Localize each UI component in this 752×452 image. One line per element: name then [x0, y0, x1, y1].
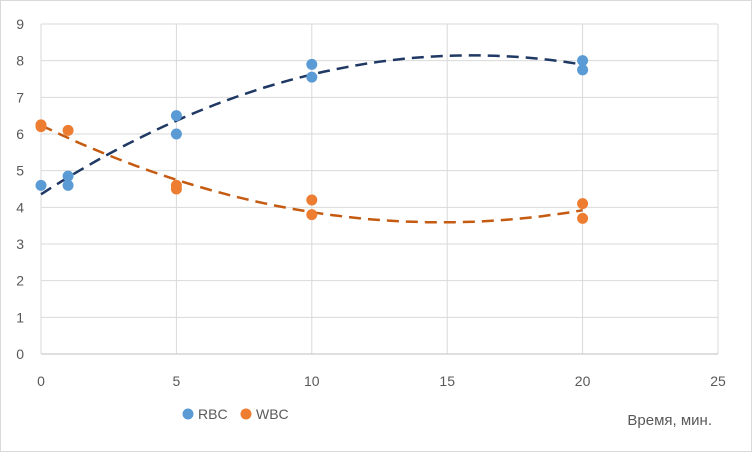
data-points — [35, 55, 589, 224]
point-rbc — [577, 64, 589, 76]
axes — [40, 24, 718, 355]
point-wbc — [35, 119, 47, 131]
y-tick-label: 1 — [16, 309, 24, 325]
point-wbc — [170, 179, 182, 191]
legend-label-wbc: WBC — [256, 406, 289, 422]
x-tick-label: 10 — [304, 373, 320, 389]
point-rbc — [306, 58, 318, 70]
point-wbc — [577, 198, 589, 210]
x-axis-label: Время, мин. — [627, 412, 712, 429]
y-tick-label: 7 — [16, 89, 24, 105]
trendline-rbc — [40, 54, 583, 196]
point-rbc — [62, 179, 74, 191]
point-rbc — [170, 128, 182, 140]
y-tick-label: 0 — [16, 346, 24, 362]
x-tick-label: 5 — [173, 373, 181, 389]
x-tick-label: 25 — [710, 373, 726, 389]
grid-lines — [41, 23, 719, 354]
legend: RBC WBC — [182, 406, 289, 422]
point-wbc — [62, 124, 74, 136]
legend-marker-rbc — [182, 408, 194, 420]
point-rbc — [577, 55, 589, 67]
y-tick-label: 8 — [16, 53, 24, 69]
y-tick-label: 9 — [16, 16, 24, 32]
x-tick-labels: 0 5 10 15 20 25 — [37, 373, 726, 389]
y-tick-label: 3 — [16, 236, 24, 252]
x-tick-label: 0 — [37, 373, 45, 389]
point-rbc — [35, 179, 47, 191]
y-tick-label: 6 — [16, 126, 24, 142]
legend-label-rbc: RBC — [198, 406, 228, 422]
y-tick-label: 4 — [16, 199, 24, 215]
y-tick-labels: 0 1 2 3 4 5 6 7 8 9 — [16, 16, 24, 362]
point-wbc — [577, 212, 589, 224]
y-tick-label: 2 — [16, 273, 24, 289]
point-rbc — [306, 71, 318, 83]
y-tick-label: 5 — [16, 163, 24, 179]
point-wbc — [306, 209, 318, 221]
legend-marker-wbc — [240, 408, 252, 420]
x-tick-label: 15 — [439, 373, 455, 389]
point-rbc — [62, 170, 74, 182]
point-rbc — [170, 110, 182, 122]
point-wbc — [306, 194, 318, 206]
x-tick-label: 20 — [575, 373, 591, 389]
